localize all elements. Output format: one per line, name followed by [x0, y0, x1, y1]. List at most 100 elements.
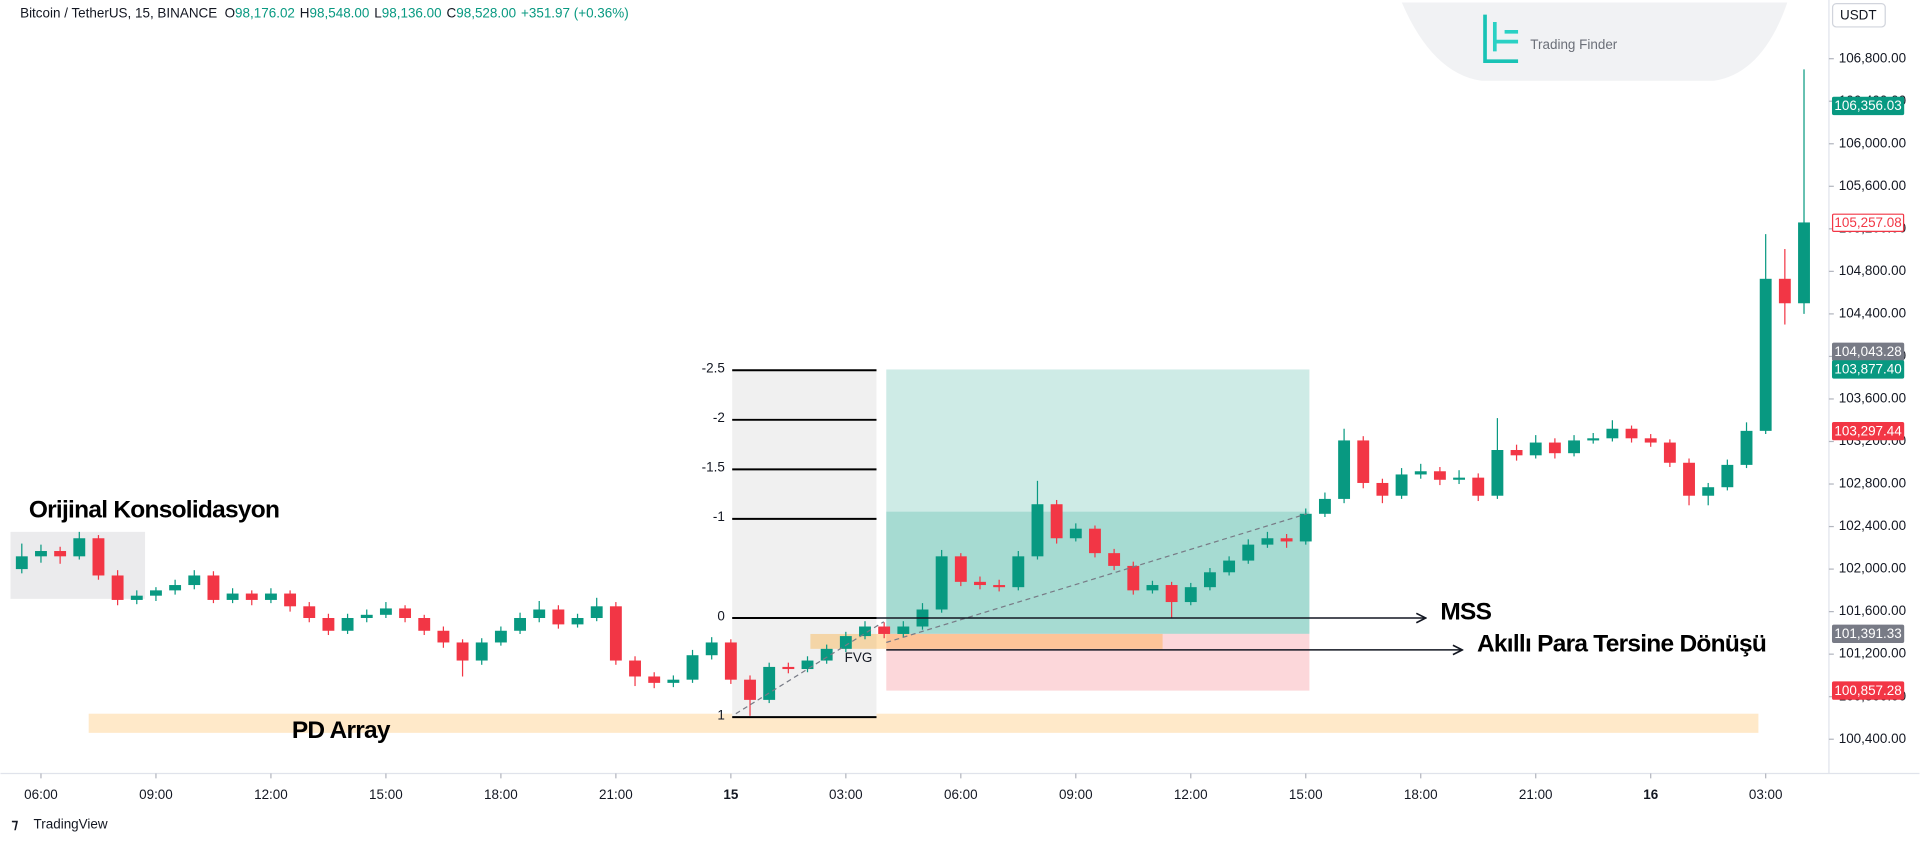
candle-body	[264, 593, 277, 600]
candle-body	[1529, 442, 1542, 456]
candle-body	[533, 609, 546, 619]
fvg-label: FVG	[845, 650, 873, 665]
ohlc-key: C	[447, 5, 457, 20]
x-tick-label: 03:00	[1749, 787, 1783, 802]
candle-body	[92, 538, 105, 576]
trend-line	[735, 621, 885, 715]
candle-body	[954, 556, 967, 582]
price-label: 103,297.44	[1834, 423, 1902, 438]
x-tick-label: 15	[723, 787, 738, 802]
target-zone	[886, 369, 1310, 634]
fvg-zone	[810, 633, 1163, 649]
x-tick-label: 18:00	[1404, 787, 1438, 802]
x-tick-label: 03:00	[829, 787, 863, 802]
candle-body	[418, 618, 431, 631]
candle-body	[1395, 474, 1408, 496]
candle-body	[897, 626, 910, 634]
candle-body	[1606, 428, 1619, 439]
candle-body	[1127, 565, 1140, 591]
candles	[15, 69, 1810, 716]
reversal-label: Akıllı Para Tersine Dönüşü	[1477, 630, 1766, 657]
candle-body	[1357, 440, 1370, 483]
candle-body	[571, 618, 584, 625]
price-label-box	[1831, 360, 1905, 379]
candle-body	[1568, 440, 1580, 454]
footer-logo-mark: ⁊	[12, 816, 19, 831]
fib-level-label: -1	[713, 509, 725, 524]
candle-body	[1146, 585, 1159, 591]
pd-array-zone	[88, 713, 1759, 733]
candle-body	[993, 585, 1006, 588]
candle-body	[399, 608, 412, 619]
legend: Bitcoin / TetherUS, 15, BINANCE O98,176.0…	[20, 5, 629, 20]
symbol: Bitcoin / TetherUS, 15, BINANCE	[20, 5, 217, 20]
price-label-box	[1831, 213, 1905, 232]
ohlc-value: 98,176.02	[235, 5, 295, 20]
y-tick-label: 102,000.00	[1839, 561, 1906, 576]
candle-body	[1433, 471, 1446, 480]
stop-zone	[886, 633, 1310, 691]
candle-body	[35, 551, 47, 557]
candle-body	[667, 679, 680, 683]
candle-body	[1223, 560, 1236, 573]
x-tick-label: 15:00	[1289, 787, 1323, 802]
candle-body	[878, 626, 891, 634]
currency-box[interactable]	[1831, 3, 1886, 28]
y-tick-label: 104,400.00	[1839, 305, 1906, 320]
candle-body	[1721, 464, 1734, 488]
candle-body	[1376, 482, 1389, 496]
candle-body	[494, 630, 507, 643]
x-tick-label: 12:00	[1174, 787, 1208, 802]
candle-body	[1778, 278, 1791, 304]
candle-body	[1491, 450, 1504, 496]
candle-body	[475, 642, 488, 661]
candle-body	[1644, 438, 1657, 443]
candle-body	[552, 609, 565, 625]
candle-body	[1012, 556, 1025, 588]
overlays: 100,400.00100,800.00101,200.00101,600.00…	[24, 50, 1906, 802]
ohlc-value: 98,548.00	[310, 5, 370, 20]
mss-label: MSS	[1440, 599, 1491, 626]
candle-body	[839, 636, 852, 649]
candle-body	[1548, 442, 1561, 454]
y-tick-label: 105,600.00	[1839, 178, 1906, 193]
candle-body	[1184, 587, 1197, 603]
x-tick-label: 09:00	[1059, 787, 1093, 802]
candle-body	[150, 590, 162, 596]
candle-body	[437, 630, 450, 643]
candle-body	[744, 679, 756, 700]
candle-body	[1798, 222, 1810, 304]
consolidation-label: Orijinal Konsolidasyon	[29, 497, 279, 524]
x-tick-label: 12:00	[254, 787, 288, 802]
price-label: 104,043.28	[1834, 344, 1901, 359]
logo-text: Trading Finder	[1530, 37, 1618, 52]
candle-body	[1031, 504, 1044, 557]
x-tick-label: 15:00	[369, 787, 403, 802]
candle-body	[1089, 528, 1101, 554]
fib-level-label: -2.5	[702, 361, 725, 376]
candle-body	[54, 551, 67, 557]
candle-body	[111, 575, 124, 600]
candle-body	[226, 593, 239, 600]
ohlc-key: H	[300, 5, 310, 20]
candle-body	[1204, 572, 1216, 588]
candle-body	[1261, 538, 1274, 545]
candle-body	[1759, 278, 1772, 431]
candle-body	[188, 575, 201, 586]
y-tick-label: 106,800.00	[1839, 50, 1906, 65]
candle-body	[169, 585, 182, 591]
ohlc-key: O	[225, 5, 235, 20]
candle-body	[303, 606, 316, 619]
candle-body	[782, 666, 795, 670]
candle-body	[15, 556, 28, 570]
candle-body	[820, 648, 833, 661]
candle-body	[1280, 538, 1293, 542]
x-tick-label: 16	[1643, 787, 1658, 802]
candle-body	[1740, 430, 1753, 465]
fib-level-label: -2	[713, 410, 725, 425]
y-tick-label: 101,200.00	[1839, 646, 1906, 661]
candle-body	[1663, 442, 1676, 463]
y-tick-label: 104,800.00	[1839, 263, 1906, 278]
